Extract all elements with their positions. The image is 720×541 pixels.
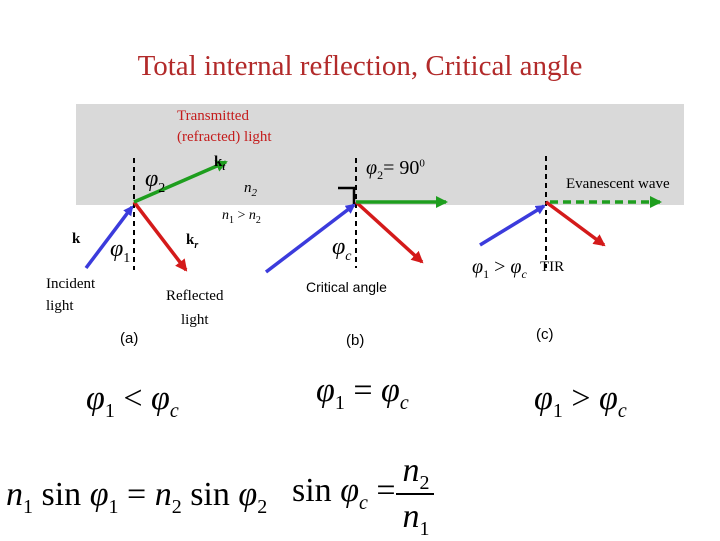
- reflected-label-line2: light: [181, 312, 209, 328]
- incident-ray-b: [264, 203, 356, 274]
- right-angle-mark: [338, 186, 356, 204]
- transmitted-label-line2: (refracted) light: [177, 129, 272, 145]
- phi1-angle-label-a: φ1: [110, 236, 131, 266]
- reflected-ray-c: [544, 200, 606, 247]
- snells-law-equation: n1 sin φ1 = n2 sin φ2: [6, 476, 268, 518]
- kt-vector-label: kt: [214, 154, 226, 173]
- condition-equation-a: φ1 < φc: [86, 380, 179, 422]
- reflected-ray-a: [132, 200, 188, 272]
- n2-label: n2: [244, 180, 257, 199]
- n1-gt-n2-label: n1 > n2: [222, 208, 261, 226]
- critical-angle-numerator: n2: [402, 452, 430, 494]
- condition-equation-c: φ1 > φc: [534, 380, 627, 422]
- evanescent-wave-label: Evanescent wave: [566, 176, 670, 192]
- reflected-ray-b: [354, 200, 424, 264]
- phi2-90-label: φ2= 900: [366, 157, 425, 182]
- page-title: Total internal reflection, Critical angl…: [137, 50, 583, 82]
- critical-angle-denominator: n1: [402, 498, 430, 540]
- panel-c-label: (c): [536, 326, 554, 343]
- incident-label-line1: Incident: [46, 276, 96, 292]
- ki-vector-label: k: [72, 231, 81, 247]
- panel-a-label: (a): [120, 330, 139, 347]
- kr-vector-label: kr: [186, 232, 199, 251]
- transmitted-label-line1: Transmitted: [177, 108, 249, 124]
- tir-condition-label: φ1 > φc: [472, 256, 527, 281]
- medium-n2-region: [76, 104, 684, 205]
- critical-angle-equation-lhs: sin φc =: [292, 472, 396, 514]
- reflected-label-line1: Reflected: [166, 288, 224, 304]
- incident-ray-a: [84, 205, 134, 270]
- phi2-angle-label-a: φ2: [145, 166, 166, 196]
- tir-label: TIR: [540, 259, 565, 275]
- transmitted-ray-a: [133, 160, 228, 204]
- condition-equation-b: φ1 = φc: [316, 372, 409, 414]
- critical-angle-label: Critical angle: [306, 279, 387, 295]
- incident-ray-c: [479, 204, 546, 247]
- incident-label-line2: light: [46, 298, 74, 314]
- phic-angle-label-b: φc: [332, 234, 352, 264]
- panel-b-label: (b): [346, 332, 365, 349]
